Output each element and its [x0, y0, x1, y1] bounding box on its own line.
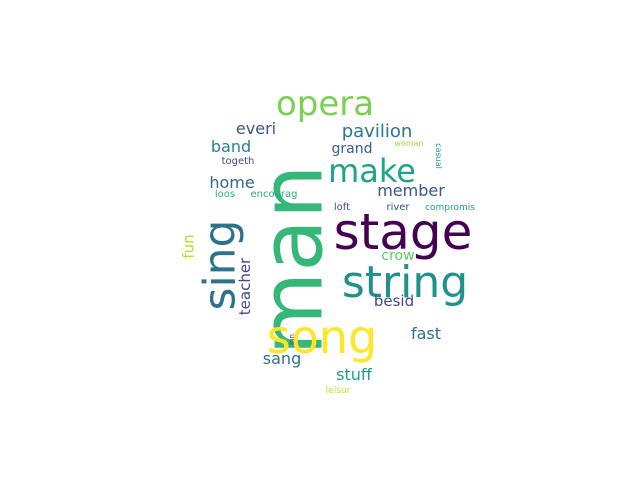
word-stage: stage [333, 203, 473, 261]
word-river: river [386, 202, 410, 213]
word-loos: loos [214, 189, 236, 200]
word-home: home [209, 173, 255, 192]
word-inn: inn [287, 333, 296, 345]
word-stuff: stuff [336, 365, 372, 384]
word-togeth: togeth [221, 156, 255, 167]
word-make: make [328, 152, 416, 190]
word-sang: sang [262, 349, 302, 368]
word-band: band [210, 137, 252, 156]
word-fast: fast [410, 324, 442, 343]
word-member: member [377, 181, 445, 200]
word-pavilion: pavilion [341, 121, 413, 142]
word-compromis: compromis [425, 202, 475, 213]
word-teacher: teacher [236, 257, 255, 315]
word-grand: grand [331, 141, 373, 157]
word-encourag: encourag [250, 189, 298, 200]
word-opera: opera [275, 84, 375, 124]
word-casual: casual [433, 143, 443, 169]
word-besid: besid [373, 291, 415, 310]
word-song: song [266, 310, 378, 364]
word-string: string [341, 257, 469, 308]
word-woman: woman [394, 139, 424, 148]
word-everi: everi [235, 119, 277, 138]
word-leisur: leisur [325, 385, 351, 396]
word-loft: loft [333, 202, 351, 213]
word-crow: crow [381, 248, 415, 264]
word-fun: fun [179, 233, 198, 259]
